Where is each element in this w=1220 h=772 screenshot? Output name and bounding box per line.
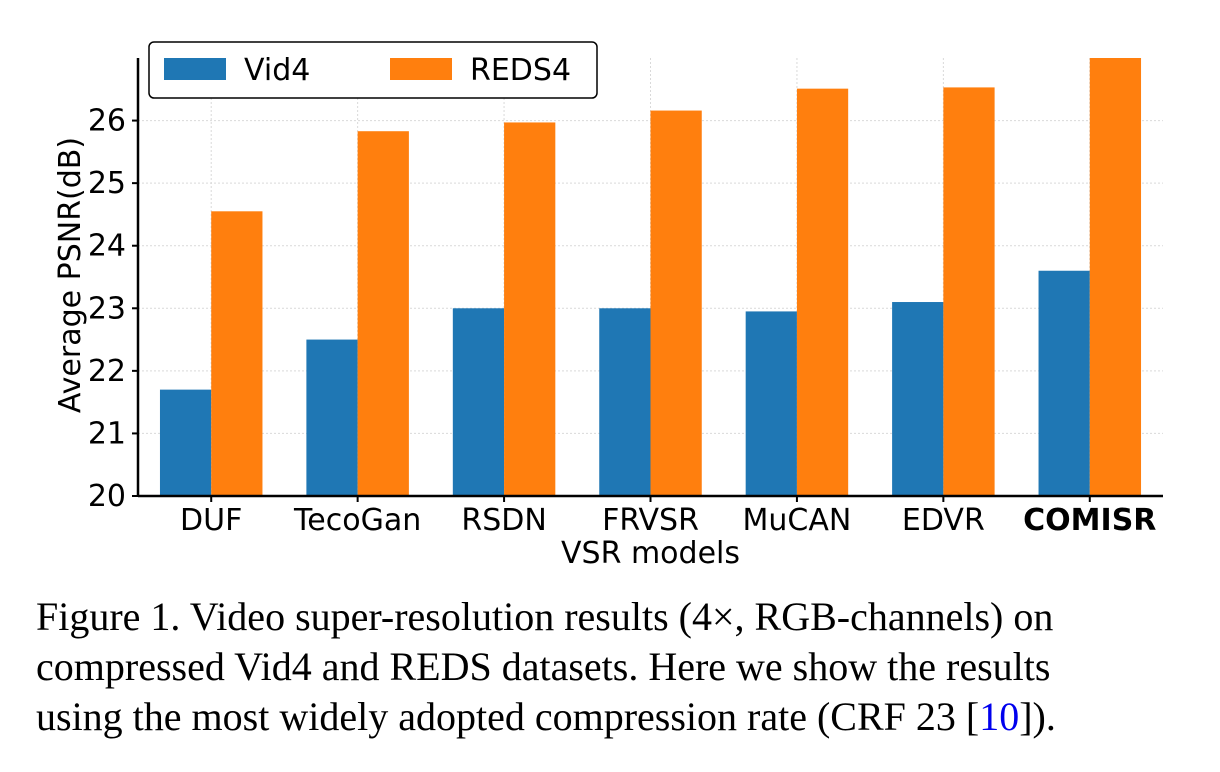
- bar-reds4-tecogan: [357, 131, 409, 497]
- y-tick-label: 26: [88, 104, 126, 139]
- legend-swatch-vid4: [164, 58, 226, 80]
- figure-caption: Figure 1. Video super-resolution results…: [36, 592, 1186, 742]
- x-tick-label: DUF: [180, 503, 242, 538]
- bar-reds4-comisr: [1089, 58, 1142, 496]
- caption-line-2: compressed Vid4 and REDS datasets. Here …: [36, 644, 1051, 689]
- x-tick-label: EDVR: [902, 503, 985, 538]
- bar-vid4-edvr: [892, 302, 944, 496]
- legend: Vid4 REDS4: [148, 41, 598, 99]
- bar-vid4-duf: [159, 389, 212, 496]
- bar-vid4-comisr: [1038, 270, 1090, 496]
- caption-line-1: Figure 1. Video super-resolution results…: [36, 594, 1054, 639]
- y-tick-label: 25: [88, 166, 126, 201]
- x-tick-label: MuCAN: [743, 503, 852, 538]
- y-tick-label: 24: [88, 229, 126, 264]
- bar-vid4-rsdn: [452, 308, 505, 496]
- x-tick-labels: DUF TecoGan RSDN FRVSR MuCAN EDVR COMISR: [180, 503, 1156, 538]
- bar-vid4-frvsr: [599, 308, 651, 496]
- y-tick-labels: 20 21 22 23 24 25 26: [88, 104, 126, 514]
- bar-reds4-mucan: [796, 88, 849, 496]
- bar-reds4-duf: [211, 211, 263, 497]
- axes: [132, 58, 1163, 502]
- legend-label-reds4: REDS4: [470, 53, 571, 88]
- bar-chart: 20 21 22 23 24 25 26 DUF TecoGan RSDN FRVSR MuCAN E…: [53, 41, 1163, 571]
- y-axis-label: Average PSNR(dB): [53, 137, 88, 413]
- bar-vid4-mucan: [745, 311, 797, 496]
- bar-reds4-frvsr: [650, 110, 702, 496]
- bars: [159, 58, 1142, 497]
- x-tick-label: TecoGan: [293, 503, 421, 538]
- legend-box: [148, 41, 598, 99]
- legend-label-vid4: Vid4: [244, 53, 310, 88]
- y-tick-label: 22: [88, 354, 126, 389]
- citation-link[interactable]: 10: [979, 694, 1020, 739]
- y-tick-label: 21: [88, 416, 126, 451]
- bar-reds4-rsdn: [504, 122, 556, 496]
- x-tick-label: COMISR: [1023, 503, 1156, 538]
- caption-line-3-start: using the most widely adopted compressio…: [36, 694, 980, 739]
- x-tick-label: RSDN: [461, 503, 546, 538]
- x-tick-label: FRVSR: [602, 503, 699, 538]
- y-tick-label: 20: [88, 479, 126, 514]
- legend-swatch-reds4: [390, 58, 452, 80]
- bar-reds4-edvr: [943, 87, 995, 496]
- x-axis-label: VSR models: [561, 536, 740, 571]
- bar-vid4-tecogan: [306, 339, 358, 496]
- y-tick-label: 23: [88, 291, 126, 326]
- caption-line-3-end: ]).: [1019, 694, 1056, 739]
